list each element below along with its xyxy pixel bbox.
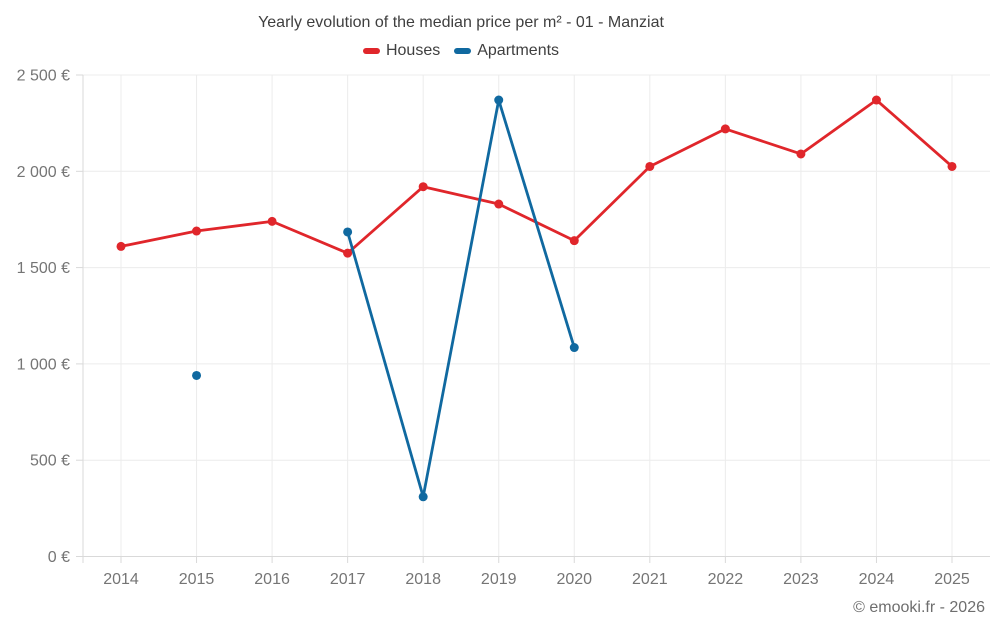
x-tick-label: 2016 [254, 571, 290, 588]
x-tick-label: 2015 [179, 571, 215, 588]
copyright-footer: © emooki.fr - 2026 [853, 599, 985, 616]
data-point-houses-2024[interactable] [871, 95, 881, 105]
x-tick-label: 2024 [859, 571, 895, 588]
data-point-houses-2023[interactable] [796, 149, 806, 159]
data-point-houses-2014[interactable] [116, 241, 126, 251]
apartments-series-swatch-icon [454, 48, 472, 54]
x-tick-label: 2025 [934, 571, 970, 588]
y-tick-label: 1 500 € [17, 260, 70, 277]
data-point-apartments-2019[interactable] [494, 95, 504, 105]
houses-series-swatch-icon [362, 48, 380, 54]
x-tick-label: 2014 [103, 571, 139, 588]
y-tick-label: 0 € [48, 549, 70, 566]
data-point-houses-2019[interactable] [494, 199, 504, 209]
series-line-houses [119, 98, 954, 255]
y-tick-label: 2 500 € [17, 68, 70, 85]
y-tick-label: 1 000 € [17, 356, 70, 373]
x-tick-label: 2018 [405, 571, 441, 588]
y-tick-label: 500 € [30, 453, 70, 470]
data-point-houses-2018[interactable] [418, 182, 428, 192]
data-point-houses-2021[interactable] [645, 161, 655, 171]
x-tick-label: 2022 [708, 571, 744, 588]
x-tick-label: 2020 [556, 571, 592, 588]
data-point-apartments-2018[interactable] [418, 492, 428, 502]
data-point-houses-2020[interactable] [569, 236, 579, 246]
y-tick-label: 2 000 € [17, 164, 70, 181]
x-tick-label: 2023 [783, 571, 819, 588]
data-point-apartments-2017[interactable] [343, 227, 353, 237]
data-point-apartments-2020[interactable] [569, 343, 579, 353]
x-tick-label: 2021 [632, 571, 668, 588]
legend-item-apartments[interactable]: Apartments [454, 42, 559, 60]
x-tick-label: 2019 [481, 571, 517, 588]
legend-item-houses[interactable]: Houses [362, 42, 441, 60]
chart-legend: Houses Apartments [0, 42, 922, 60]
houses-legend-label: Houses [385, 42, 441, 59]
apartments-legend-label: Apartments [477, 42, 560, 59]
data-point-houses-2016[interactable] [267, 216, 277, 226]
data-point-houses-2017[interactable] [343, 248, 353, 258]
x-tick-label: 2017 [330, 571, 366, 588]
chart-title: Yearly evolution of the median price per… [258, 14, 664, 31]
data-point-houses-2025[interactable] [947, 161, 957, 171]
data-point-apartments-2015[interactable] [192, 370, 202, 380]
series-line-apartments [346, 98, 576, 499]
data-point-houses-2015[interactable] [192, 226, 202, 236]
data-point-houses-2022[interactable] [720, 124, 730, 134]
